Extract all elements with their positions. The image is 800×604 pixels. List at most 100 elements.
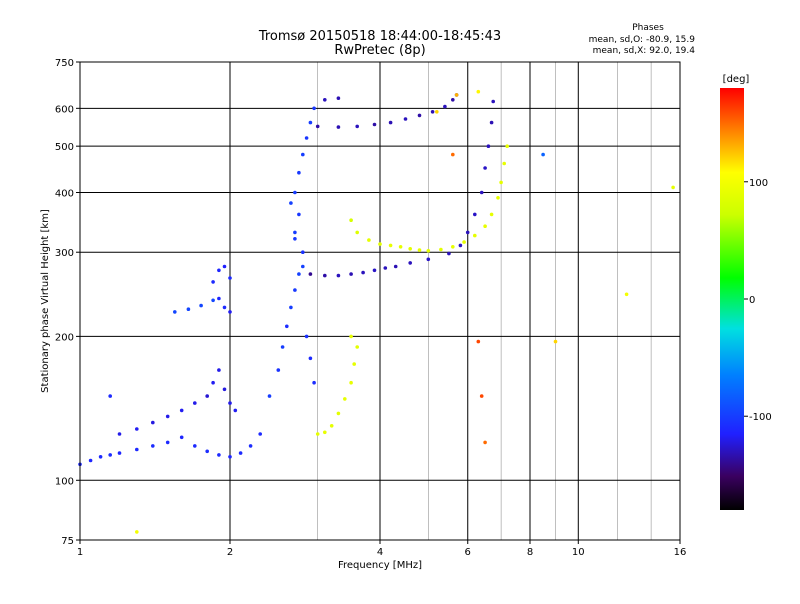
- data-point: [383, 266, 388, 270]
- data-point: [491, 99, 496, 104]
- colorbar-ticks: 100 0 -100: [744, 178, 772, 423]
- x-tick-label: 10: [572, 547, 585, 558]
- data-point: [108, 453, 112, 457]
- data-point: [211, 380, 215, 385]
- data-point: [473, 212, 477, 217]
- data-point: [165, 414, 170, 419]
- data-point: [228, 276, 232, 280]
- data-point: [426, 249, 431, 253]
- data-point: [173, 310, 177, 314]
- data-point: [496, 196, 500, 200]
- data-point: [297, 212, 301, 217]
- data-point: [217, 296, 221, 301]
- data-point: [465, 230, 470, 235]
- data-point: [98, 455, 103, 459]
- data-point: [222, 264, 227, 269]
- data-point: [301, 250, 305, 254]
- data-point: [336, 273, 341, 278]
- data-point: [211, 298, 215, 303]
- x-tick-label: 16: [674, 547, 687, 558]
- data-point: [483, 224, 487, 228]
- data-point: [483, 440, 487, 445]
- data-point: [439, 247, 443, 252]
- data-point: [217, 268, 221, 273]
- data-point: [336, 125, 341, 129]
- data-point: [323, 430, 327, 435]
- data-point: [258, 432, 263, 436]
- data-point: [315, 432, 320, 436]
- data-point: [88, 458, 93, 463]
- colorbar-tick-label: 0: [749, 295, 755, 306]
- data-point: [135, 530, 139, 534]
- data-point: [483, 166, 487, 170]
- data-point: [443, 104, 447, 109]
- data-point: [502, 161, 507, 166]
- data-point: [312, 106, 316, 111]
- data-point: [304, 136, 309, 140]
- data-point: [293, 230, 297, 235]
- data-point: [447, 251, 451, 256]
- data-point: [352, 362, 357, 366]
- data-point: [355, 124, 360, 129]
- data-point: [267, 394, 272, 398]
- data-point: [217, 368, 221, 372]
- data-point: [289, 201, 293, 205]
- data-point: [408, 247, 413, 251]
- y-tick-label: 200: [55, 332, 74, 343]
- data-point: [486, 144, 491, 148]
- data-point: [280, 345, 285, 349]
- data-point: [393, 264, 398, 269]
- data-point: [108, 394, 112, 398]
- data-point: [451, 152, 455, 157]
- data-point: [228, 455, 232, 459]
- data-point: [671, 185, 675, 190]
- data-point: [297, 272, 301, 276]
- y-tick-label: 300: [55, 248, 74, 259]
- data-point: [349, 218, 353, 222]
- data-point: [367, 238, 371, 242]
- data-point: [308, 356, 313, 361]
- y-tick-label: 500: [55, 142, 74, 153]
- grid-lines: [80, 62, 680, 540]
- data-point: [293, 190, 297, 195]
- data-point: [458, 243, 463, 248]
- data-point: [199, 303, 203, 308]
- axis-ticks: 1 2 4 6 8 10 16 75 100 200 300 400 500 600 750: [55, 58, 686, 558]
- data-point: [211, 280, 215, 284]
- data-point: [289, 305, 293, 310]
- data-point: [454, 93, 459, 97]
- y-tick-label: 750: [55, 58, 74, 69]
- data-point: [403, 117, 408, 121]
- data-point: [451, 98, 455, 102]
- data-point: [372, 268, 377, 273]
- data-point: [505, 144, 510, 148]
- stats-line-x: mean, sd,X: 92.0, 19.4: [593, 46, 696, 56]
- data-point: [248, 444, 253, 448]
- stats-heading: Phases: [632, 23, 664, 33]
- colorbar: [720, 88, 744, 510]
- data-point: [473, 233, 477, 238]
- data-point: [323, 273, 327, 278]
- x-tick-label: 8: [527, 547, 533, 558]
- stats-line-o: mean, sd,O: -80.9, 15.9: [589, 35, 696, 45]
- data-point: [117, 432, 122, 436]
- colorbar-tick-label: -100: [749, 412, 772, 423]
- data-point: [301, 264, 305, 269]
- data-point: [293, 288, 297, 292]
- data-point: [151, 420, 155, 425]
- data-point: [186, 307, 191, 312]
- chart-subtitle: RwPretec (8p): [334, 43, 425, 58]
- data-point: [293, 237, 297, 241]
- data-point: [179, 408, 184, 413]
- data-point: [297, 170, 301, 175]
- data-point: [179, 435, 184, 440]
- data-point: [408, 261, 413, 265]
- data-point: [372, 122, 377, 127]
- data-point: [308, 120, 313, 125]
- data-point: [417, 248, 422, 252]
- data-point: [479, 190, 484, 195]
- data-point: [228, 401, 232, 405]
- data-point: [499, 180, 503, 185]
- data-point: [193, 444, 197, 448]
